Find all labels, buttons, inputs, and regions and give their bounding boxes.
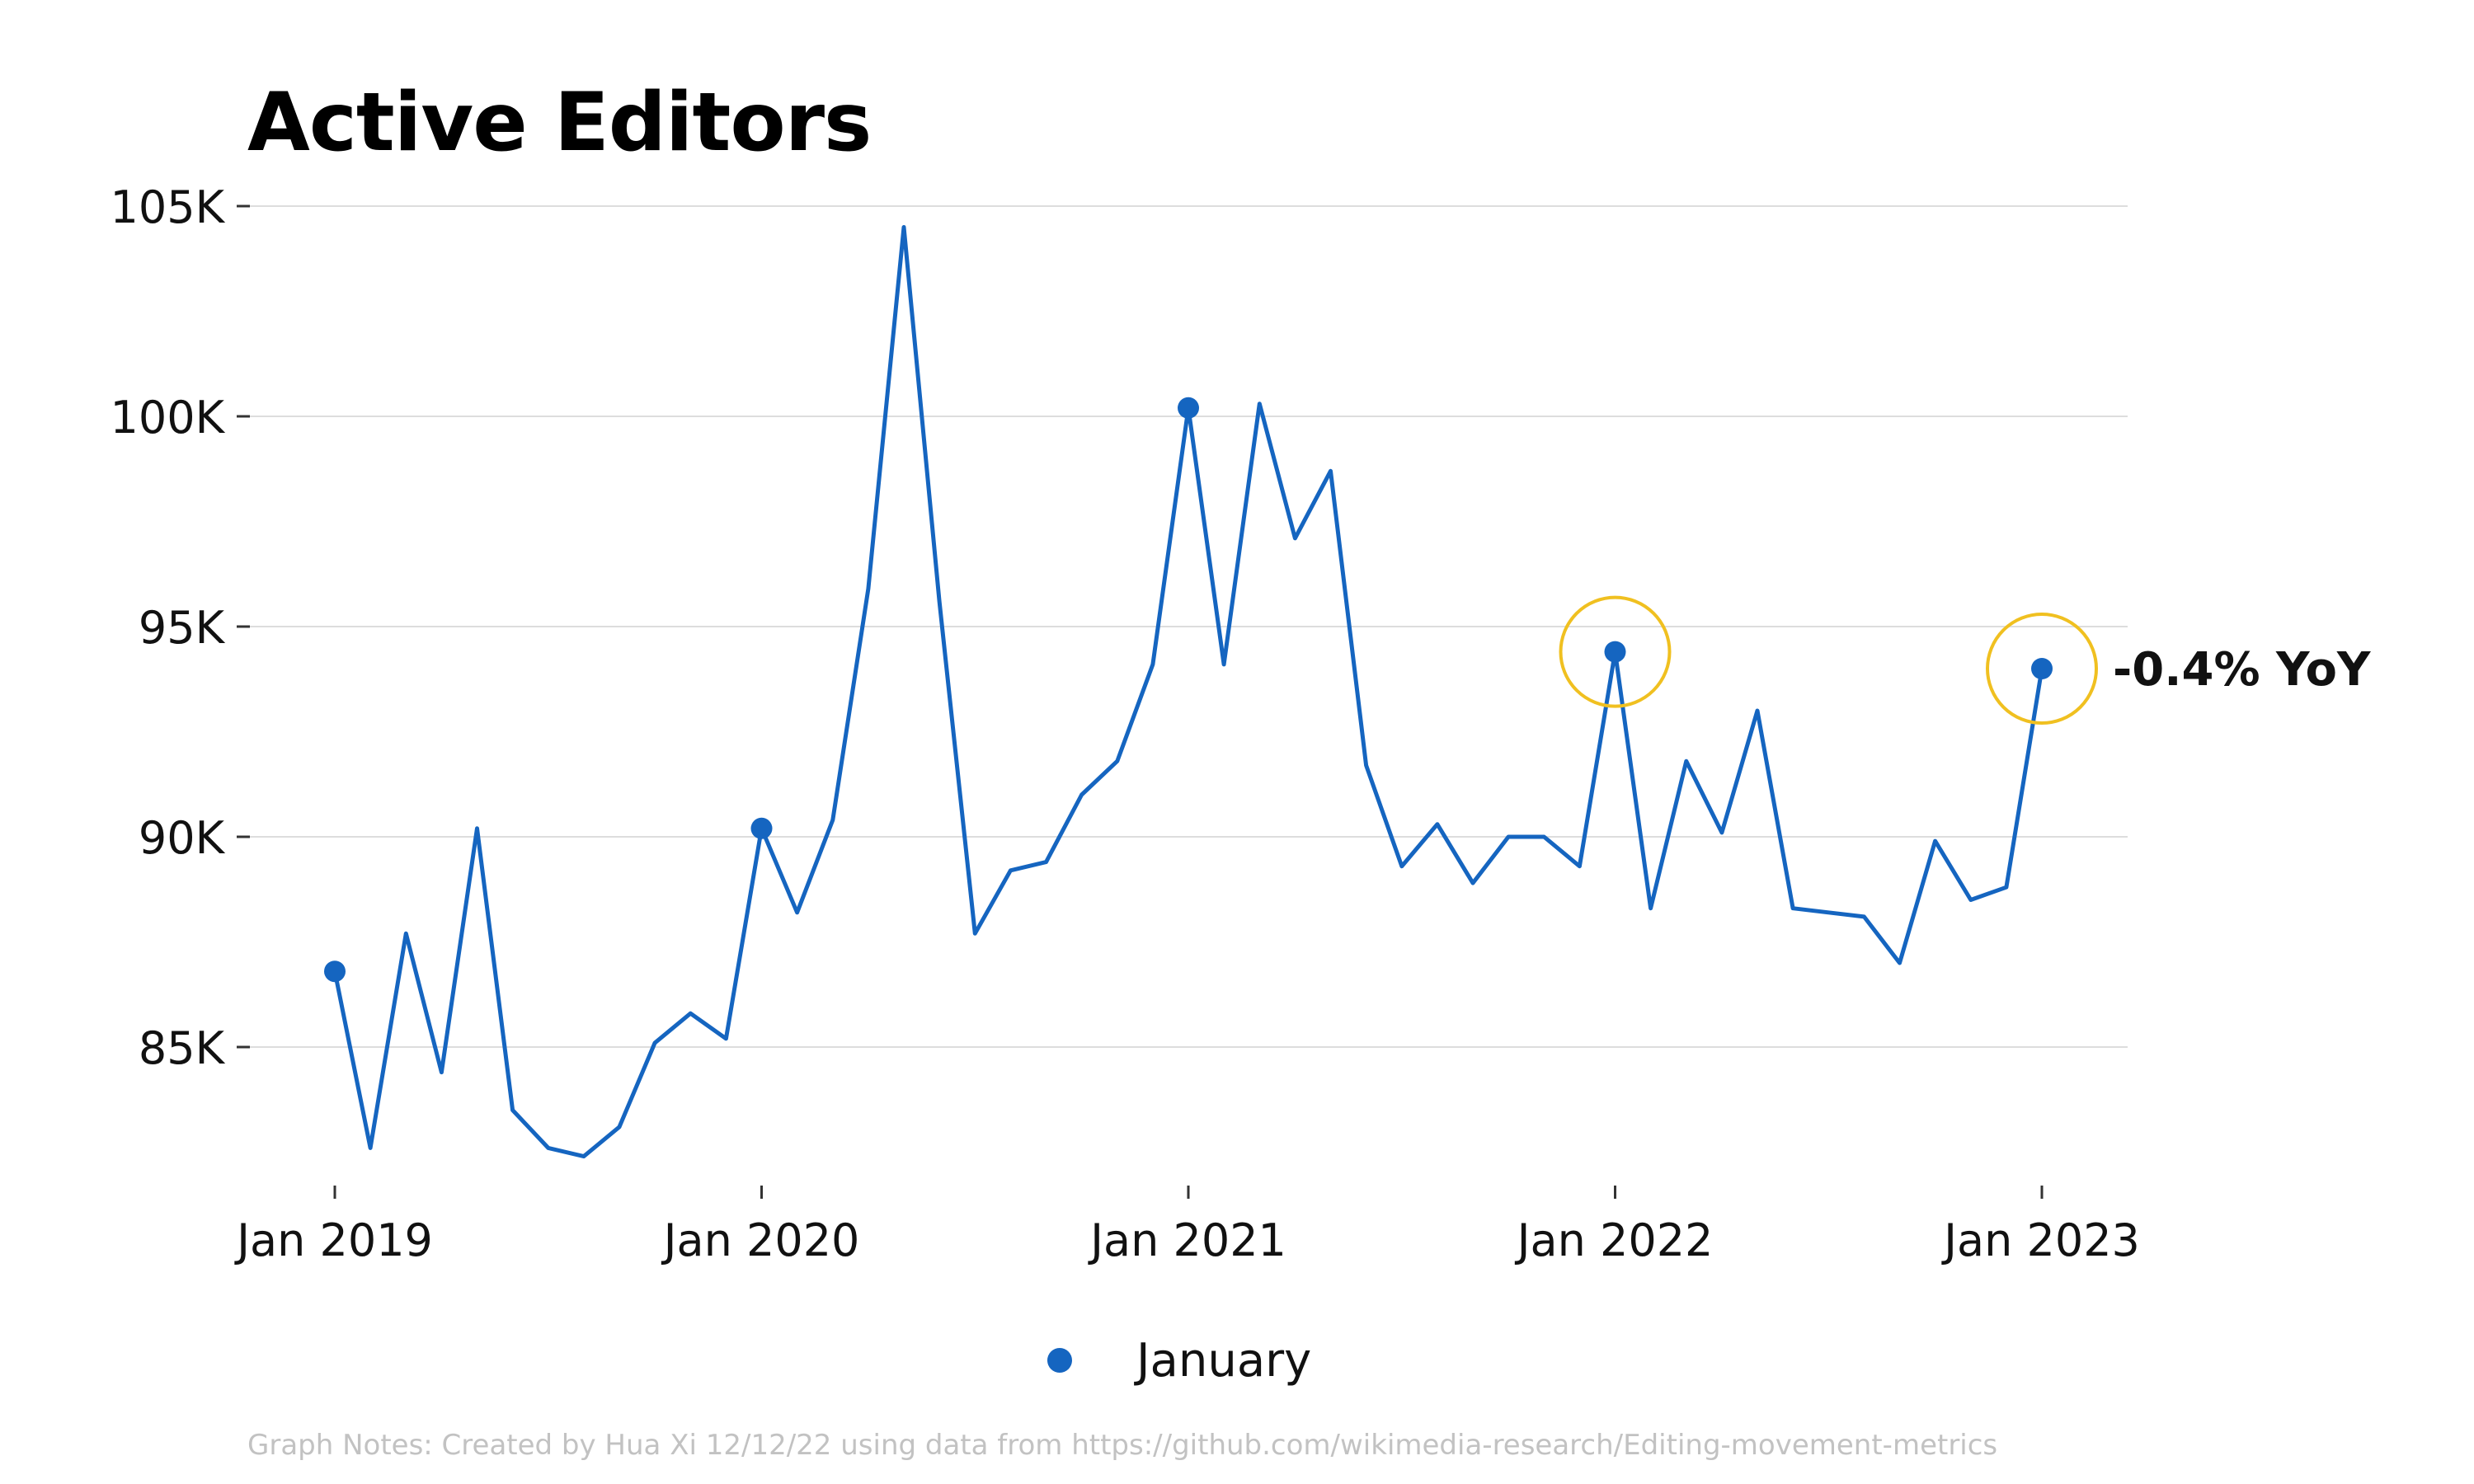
y-tick-label: 90K bbox=[139, 812, 226, 864]
january-point bbox=[750, 817, 773, 839]
yoy-annotation: -0.4% YoY bbox=[2113, 643, 2372, 697]
january-point bbox=[2031, 658, 2053, 679]
chart-title: Active Editors bbox=[247, 76, 872, 170]
highlight-circles bbox=[1559, 595, 2098, 725]
legend-label: January bbox=[1136, 1333, 1312, 1388]
y-tick-label: 105K bbox=[111, 181, 226, 233]
x-tick-label: Jan 2022 bbox=[1515, 1214, 1714, 1266]
highlight-circle bbox=[1986, 613, 2098, 725]
y-tick-label: 100K bbox=[111, 392, 226, 444]
annotations: -0.4% YoY bbox=[2113, 643, 2372, 697]
y-axis: 85K 90K 95K 100K 105K bbox=[111, 181, 250, 1074]
series-line-layer bbox=[332, 225, 2044, 1159]
x-tick-label: Jan 2019 bbox=[234, 1214, 433, 1266]
x-axis: Jan 2019 Jan 2020 Jan 2021 Jan 2022 Jan 2023 bbox=[234, 1186, 2140, 1266]
january-point bbox=[1178, 397, 1199, 419]
january-point bbox=[1604, 641, 1626, 663]
x-tick-label: Jan 2020 bbox=[661, 1214, 860, 1266]
x-tick-label: Jan 2023 bbox=[1941, 1214, 2140, 1266]
y-tick-label: 95K bbox=[139, 602, 226, 654]
active-editors-line bbox=[332, 225, 2044, 1159]
january-points-layer bbox=[324, 397, 2053, 983]
y-tick-label: 85K bbox=[139, 1022, 226, 1074]
grid-lines bbox=[247, 205, 2128, 1048]
january-point bbox=[324, 960, 346, 983]
highlight-circle bbox=[1559, 595, 1672, 708]
graph-notes: Graph Notes: Created by Hua Xi 12/12/22 … bbox=[247, 1429, 1998, 1462]
x-tick-label: Jan 2021 bbox=[1088, 1214, 1286, 1266]
legend-marker bbox=[1047, 1348, 1072, 1373]
legend: January bbox=[1047, 1327, 1311, 1393]
